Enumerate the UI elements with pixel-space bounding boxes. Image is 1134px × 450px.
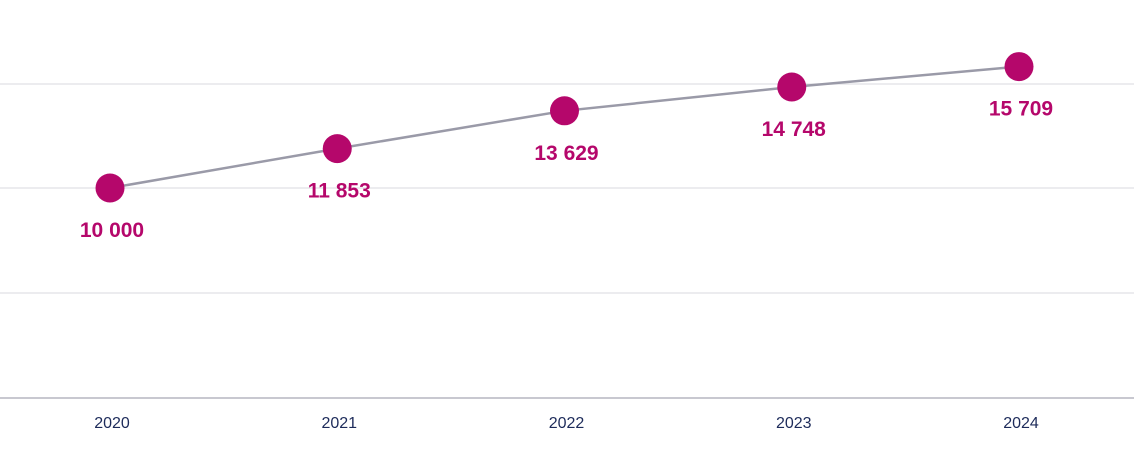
x-axis-ticks: 2020 2021 2022 2023 2024 (94, 415, 1039, 432)
x-tick-label: 2022 (549, 415, 585, 432)
data-label: 11 853 (308, 180, 371, 203)
data-point (322, 134, 352, 164)
x-tick-label: 2023 (776, 415, 812, 432)
x-tick-label: 2024 (1003, 415, 1039, 432)
x-tick-label: 2020 (94, 415, 130, 432)
data-labels: 10 000 11 853 13 629 14 748 15 709 (80, 98, 1053, 242)
data-point (1004, 52, 1034, 82)
data-point (95, 173, 125, 203)
data-point (777, 72, 807, 102)
data-label: 14 748 (762, 118, 827, 141)
data-points (95, 52, 1034, 203)
data-label: 15 709 (989, 98, 1053, 121)
series-polyline (109, 65, 1020, 190)
series-line (109, 65, 1020, 190)
gridlines (0, 83, 1134, 399)
data-label: 10 000 (80, 219, 144, 242)
data-label: 13 629 (534, 142, 598, 165)
data-point (550, 96, 579, 126)
x-tick-label: 2021 (321, 415, 357, 432)
